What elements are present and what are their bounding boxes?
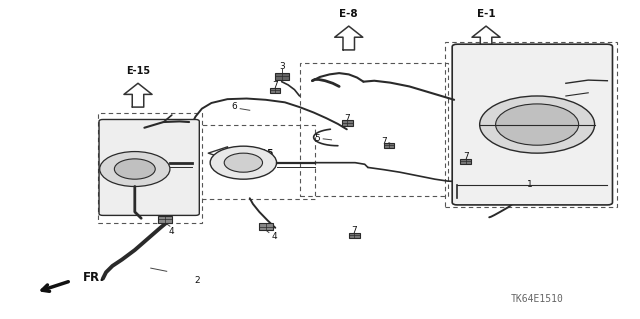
Bar [259,223,273,230]
Circle shape [100,152,170,187]
Text: FR.: FR. [83,271,104,284]
Text: E-15: E-15 [251,149,273,158]
Text: 7: 7 [463,152,468,161]
Text: 1: 1 [527,180,532,189]
Text: TK64E1510: TK64E1510 [511,294,564,304]
Bar [300,63,448,196]
Bar [275,73,289,80]
Circle shape [479,96,595,153]
FancyBboxPatch shape [452,44,612,205]
Bar [186,125,315,199]
Text: 7: 7 [351,226,357,235]
Text: 2: 2 [195,276,200,285]
Bar [270,88,280,93]
Circle shape [495,104,579,145]
Circle shape [115,159,156,179]
Text: E-1: E-1 [477,9,495,19]
Circle shape [224,153,262,172]
Text: 3: 3 [280,62,285,71]
Text: 5: 5 [315,134,321,143]
Text: 4: 4 [169,227,175,236]
Bar [384,143,394,148]
FancyBboxPatch shape [99,120,199,215]
Text: 7: 7 [344,114,350,123]
Circle shape [210,146,276,179]
Bar [159,216,173,223]
Text: E-8: E-8 [339,9,358,19]
Text: E-15: E-15 [126,66,150,76]
Bar [342,121,353,125]
Bar [349,233,360,238]
Bar [461,159,470,164]
Text: 7: 7 [273,81,278,90]
Bar [445,42,617,207]
Text: 6: 6 [231,102,237,111]
Bar [99,114,202,223]
Text: 4: 4 [271,232,277,241]
Text: 7: 7 [381,137,387,145]
